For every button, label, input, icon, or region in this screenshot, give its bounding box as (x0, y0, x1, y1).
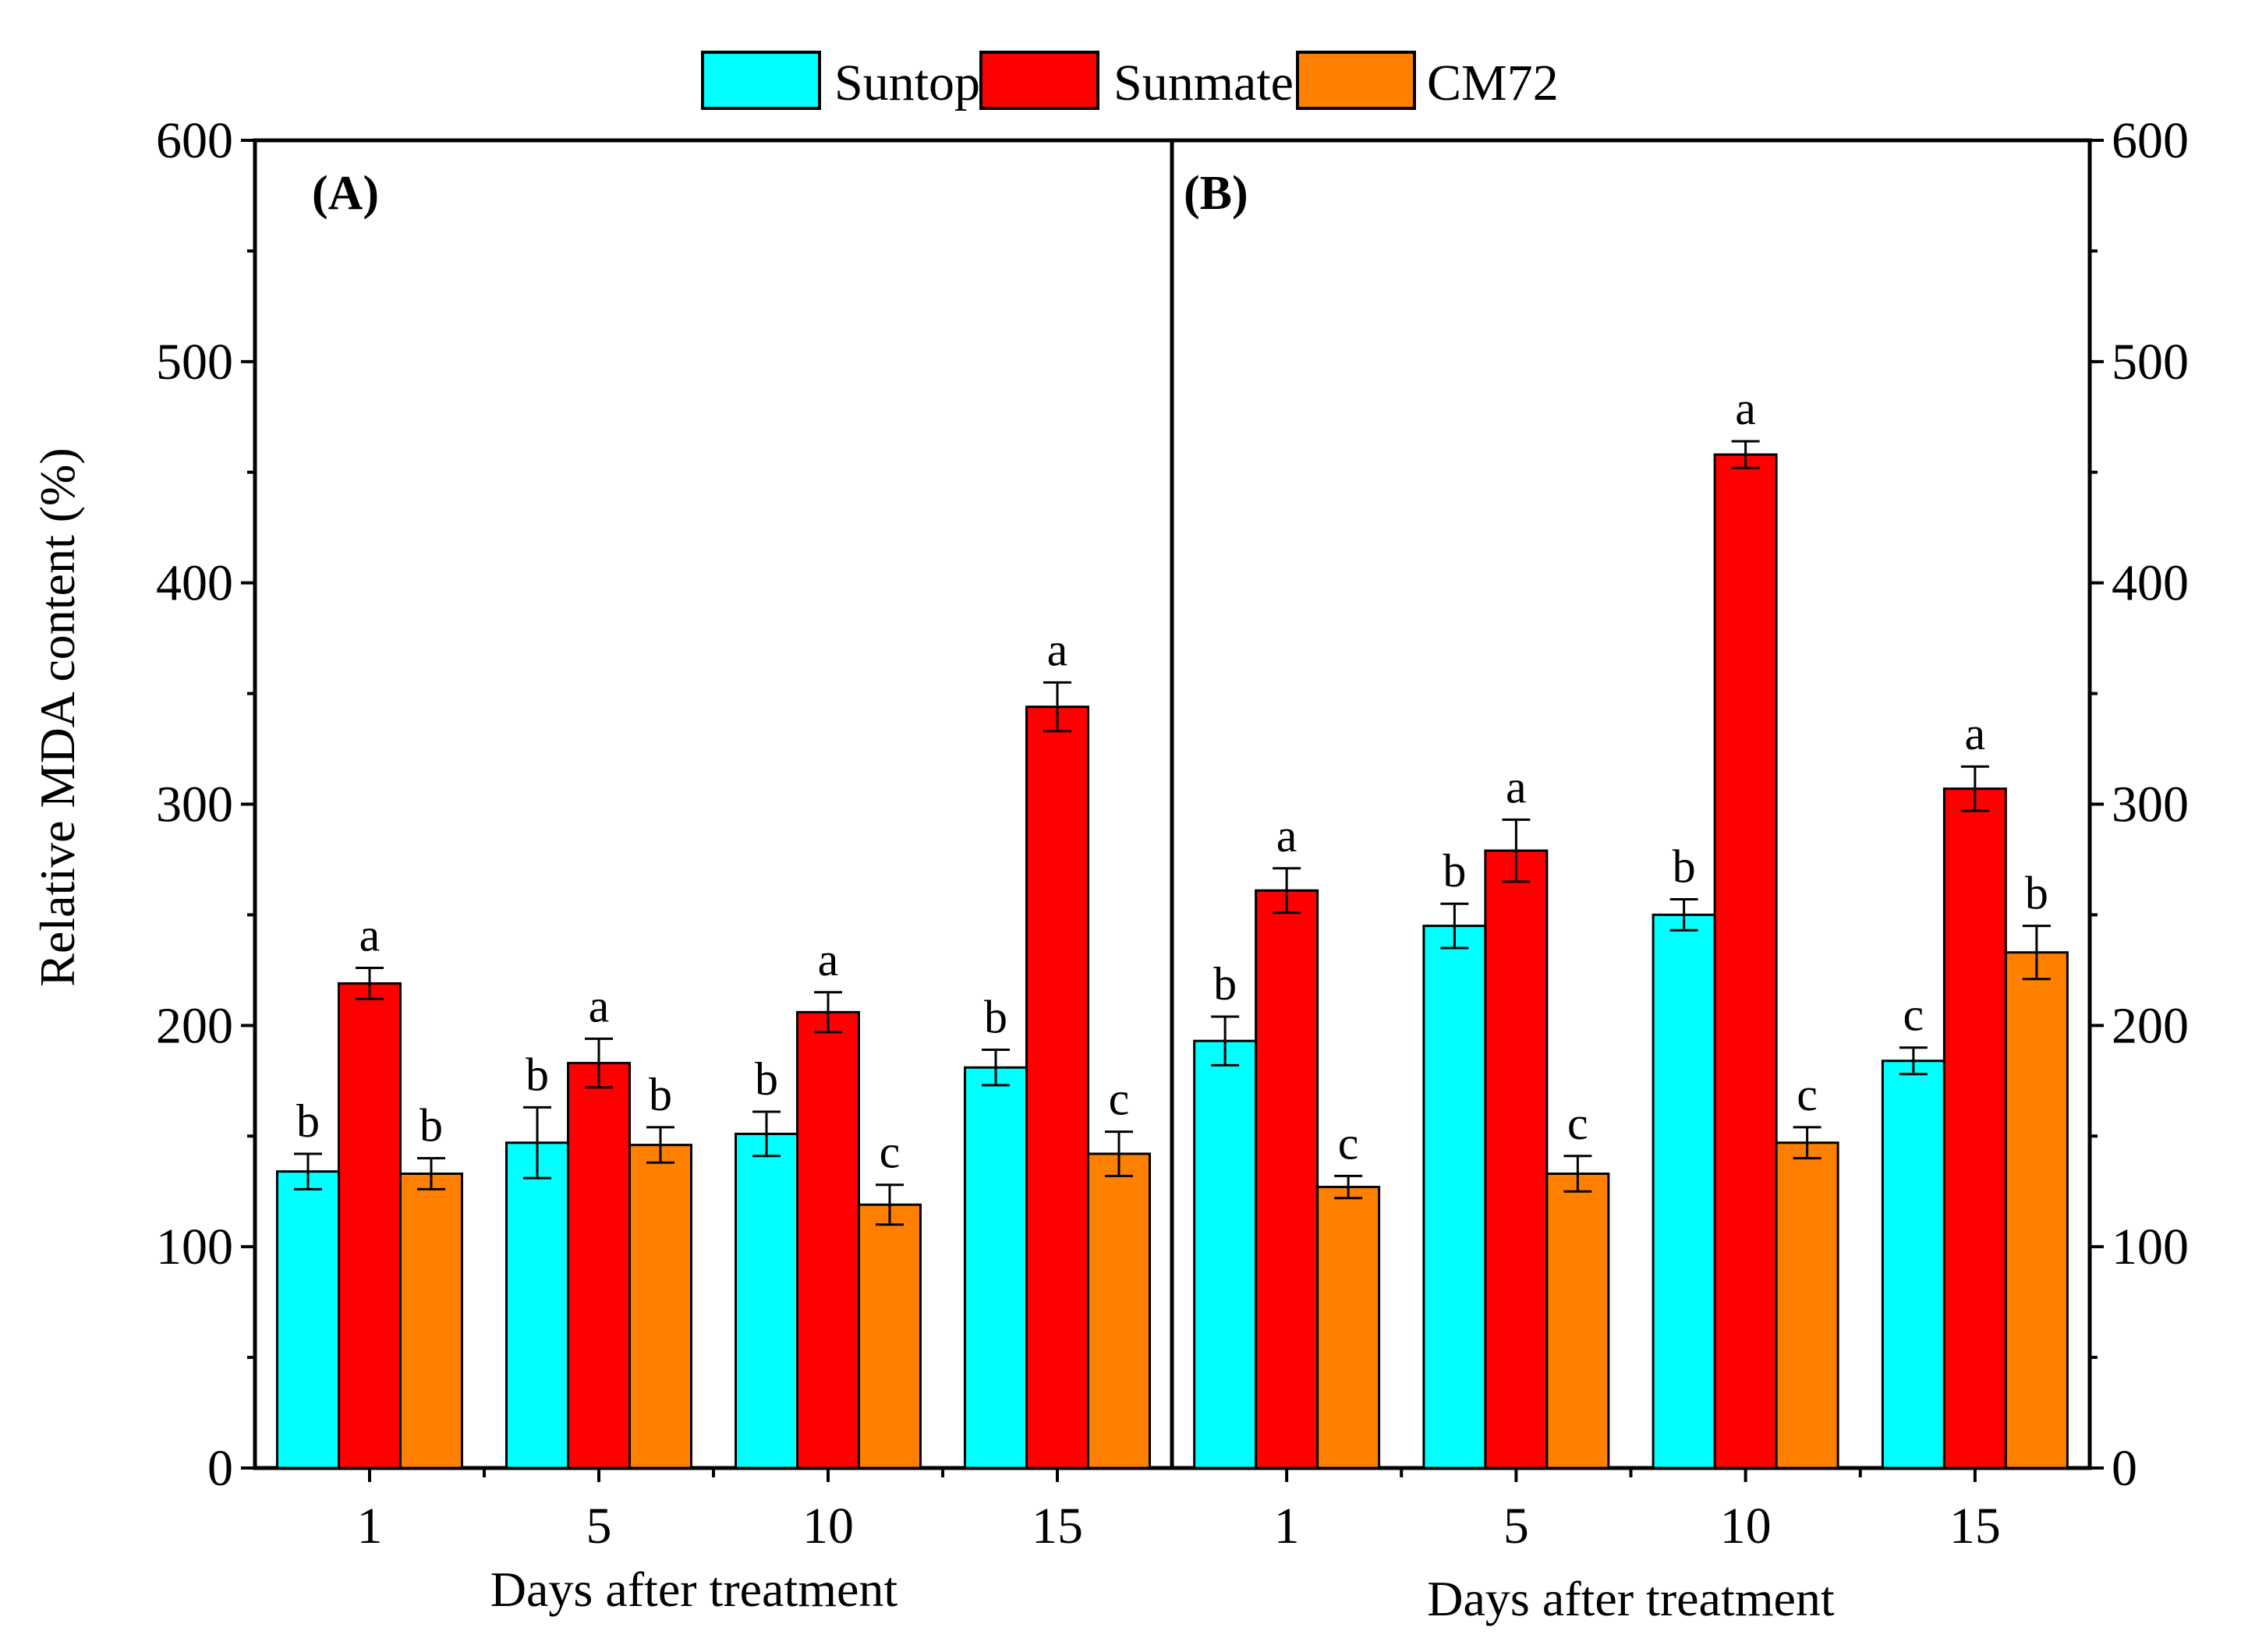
significance-letter: a (359, 910, 381, 961)
significance-letter: a (589, 980, 610, 1031)
bar-suntop-day-5 (1422, 925, 1487, 1470)
significance-letter: b (296, 1095, 320, 1147)
y-tick-label-right: 100 (2112, 1219, 2189, 1275)
bar-suntop-day-1 (1193, 1039, 1258, 1470)
bar-cm72-day-15 (1087, 1152, 1151, 1470)
legend-label-sunmate: Sunmate (1113, 55, 1294, 111)
x-tick-label: 1 (1274, 1498, 1300, 1555)
significance-letter: b (984, 992, 1007, 1043)
panel-label: (B) (1184, 167, 1248, 220)
significance-letter: b (526, 1049, 549, 1100)
bar-cm72-day-10 (858, 1203, 922, 1470)
significance-letter: b (755, 1053, 778, 1105)
bar-cm72-day-5 (1545, 1173, 1610, 1470)
significance-letter: a (1735, 383, 1756, 434)
significance-letter: a (1506, 761, 1527, 812)
y-tick-label-left: 0 (207, 1440, 233, 1497)
legend-label-suntop: Suntop (834, 55, 980, 111)
significance-letter: b (420, 1100, 443, 1151)
significance-letter: b (649, 1069, 672, 1120)
legend-swatch-sunmate (979, 51, 1099, 110)
y-tick-label-left: 600 (156, 112, 233, 169)
significance-letter: c (1338, 1117, 1359, 1169)
bar-sunmate-day-5 (567, 1062, 631, 1470)
bar-sunmate-day-1 (338, 982, 402, 1470)
x-axis-title: Days after treatment (1427, 1571, 1835, 1626)
bar-cm72-day-10 (1775, 1141, 1839, 1470)
x-tick-label: 5 (586, 1498, 612, 1555)
bar-sunmate-day-10 (1713, 453, 1778, 1470)
y-tick-label-left: 100 (156, 1219, 233, 1275)
axes: 0 0 100 100 200 200 300 300 400 400 500 500 600 600 (156, 112, 2189, 1497)
significance-letter: c (1567, 1098, 1588, 1149)
significance-letter: b (2025, 868, 2048, 919)
x-axis-title: Days after treatment (490, 1562, 898, 1617)
significance-letter: c (1109, 1074, 1130, 1125)
y-tick-label-left: 300 (156, 776, 233, 833)
bar-suntop-day-10 (1652, 913, 1716, 1470)
significance-letter: b (1443, 845, 1466, 897)
y-tick-label-right: 600 (2112, 112, 2189, 169)
legend-swatch-suntop (701, 51, 821, 110)
y-tick-label-right: 300 (2112, 776, 2189, 833)
bar-cm72-day-1 (1316, 1186, 1381, 1470)
significance-letter: c (880, 1127, 901, 1178)
significance-letter: a (1276, 810, 1298, 861)
bar-sunmate-day-10 (796, 1010, 860, 1470)
x-tick-label: 1 (357, 1498, 383, 1555)
bar-suntop-day-5 (505, 1141, 569, 1470)
bar-cm72-day-1 (399, 1173, 463, 1470)
y-tick-label-left: 400 (156, 555, 233, 612)
y-tick-label-right: 500 (2112, 334, 2189, 391)
y-tick-label-left: 200 (156, 997, 233, 1054)
bar-suntop-day-15 (964, 1066, 1028, 1470)
bar-sunmate-day-15 (1942, 787, 2007, 1470)
bar-suntop-day-15 (1881, 1059, 1945, 1470)
bar-cm72-day-5 (628, 1144, 692, 1470)
significance-letter: a (1965, 708, 1986, 759)
y-tick-label-right: 0 (2112, 1440, 2137, 1497)
bar-suntop-day-10 (735, 1132, 798, 1470)
significance-letter: b (1213, 958, 1237, 1010)
significance-letter: a (1047, 624, 1068, 675)
y-tick-label-left: 500 (156, 334, 233, 391)
significance-letter: a (818, 934, 839, 985)
bar-cm72-day-15 (2004, 951, 2069, 1470)
x-tick-label: 5 (1503, 1498, 1529, 1555)
legend-label-cm72: CM72 (1427, 55, 1559, 111)
y-tick-label-right: 400 (2112, 555, 2189, 612)
legend-swatch-cm72 (1296, 51, 1416, 110)
x-tick-label: 10 (1720, 1498, 1772, 1555)
panel-label: (A) (312, 167, 379, 220)
y-axis-title: Relative MDA content (%) (30, 447, 85, 986)
significance-letter: c (1903, 989, 1924, 1041)
legend: Suntop Sunmate CM72 (701, 51, 1559, 111)
significance-letter: b (1673, 841, 1696, 893)
significance-letter: c (1797, 1069, 1818, 1120)
bar-suntop-day-1 (276, 1170, 340, 1470)
bar-sunmate-day-15 (1025, 706, 1089, 1470)
bar-sunmate-day-5 (1484, 849, 1549, 1470)
x-tick-label: 15 (1032, 1498, 1083, 1555)
x-tick-label: 10 (802, 1498, 854, 1555)
bar-sunmate-day-1 (1255, 889, 1319, 1470)
y-tick-label-right: 200 (2112, 997, 2189, 1054)
x-tick-label: 15 (1949, 1498, 2001, 1555)
